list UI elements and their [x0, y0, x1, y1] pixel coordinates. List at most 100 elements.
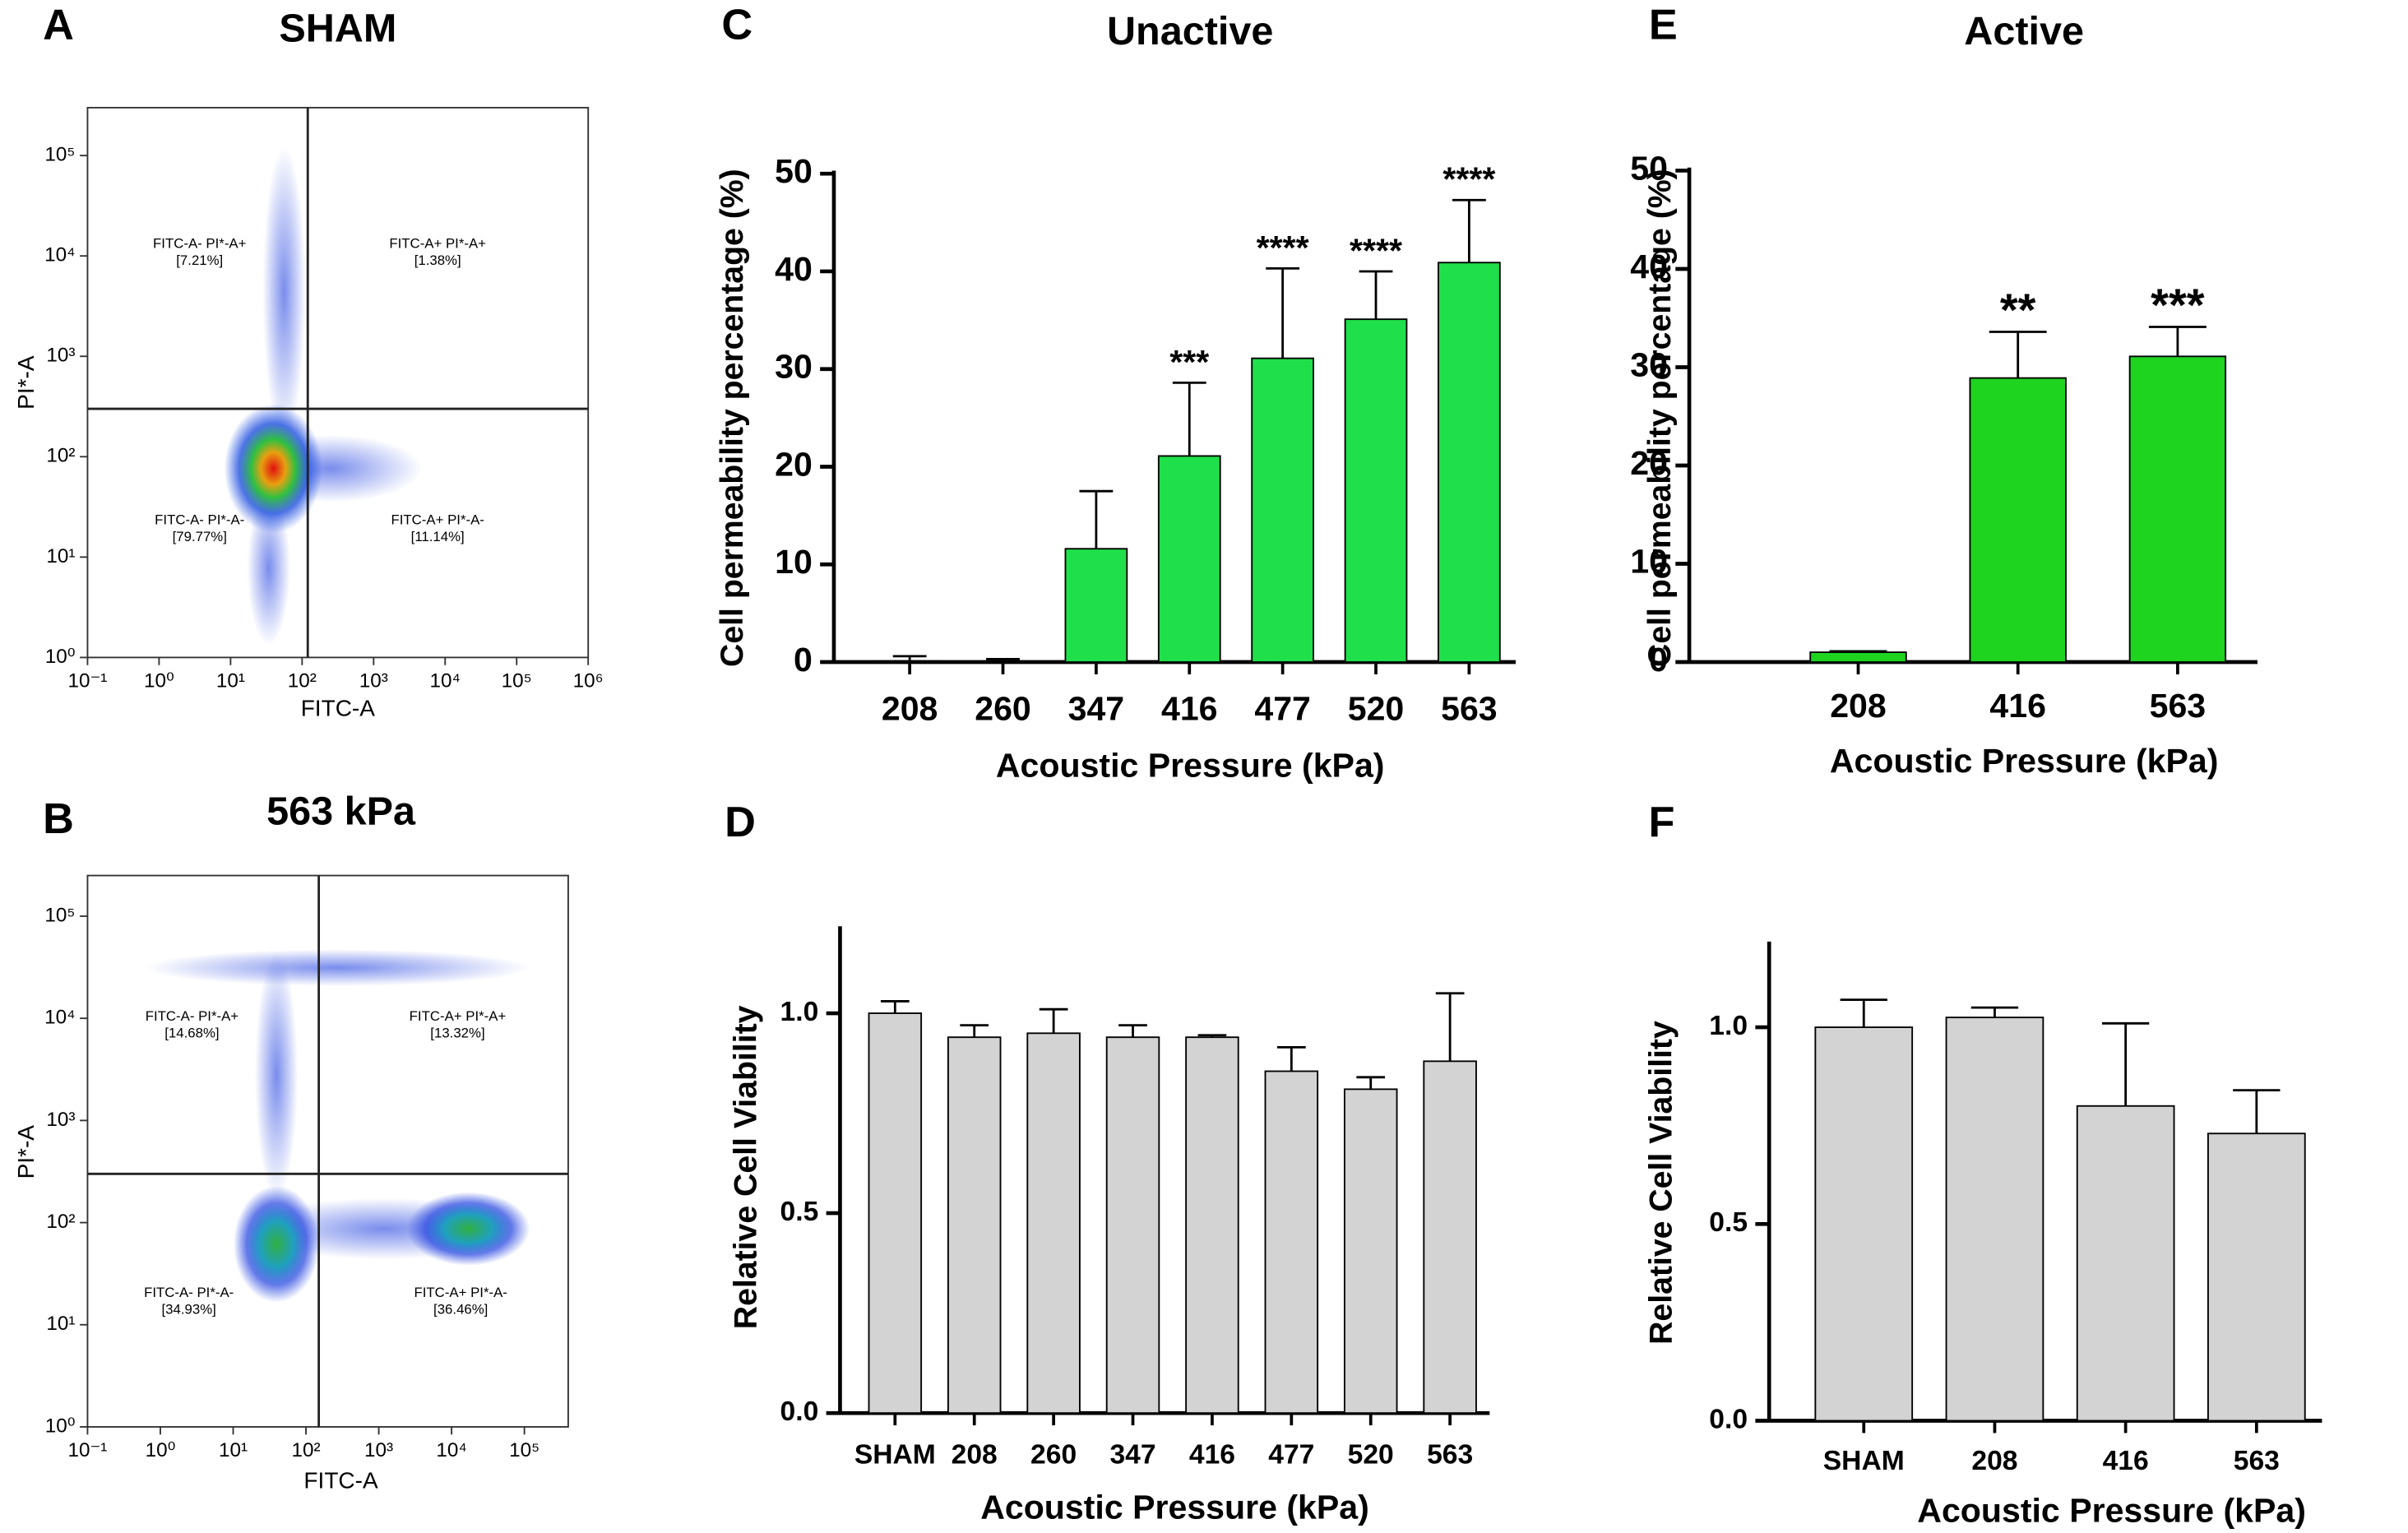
x-tick-label: 260 — [1030, 1439, 1077, 1470]
bar — [947, 1036, 1002, 1415]
x-tick-label: 10¹ — [216, 670, 245, 692]
panel-letter: A — [43, 2, 74, 49]
bar — [878, 660, 942, 663]
x-tick-label: 416 — [2103, 1446, 2149, 1476]
x-tick-label: SHAM — [854, 1439, 936, 1470]
x-tick-label: 10³ — [364, 1439, 393, 1461]
y-tick-label: 10¹ — [46, 545, 75, 567]
panel-letter: D — [725, 799, 756, 846]
y-tick-label: 1.0 — [1709, 1011, 1748, 1041]
x-tick-label: 10⁶ — [573, 670, 604, 692]
y-tick-label: 30 — [1630, 345, 1668, 383]
bar — [971, 660, 1035, 663]
x-tick-label: 10⁵ — [502, 670, 532, 692]
density-clouds-a — [224, 146, 423, 646]
x-tick-label: 10⁴ — [430, 670, 461, 692]
x-tick-label: 520 — [1348, 1439, 1394, 1470]
panel-letter: E — [1649, 2, 1678, 49]
y-tick-label: 10 — [775, 543, 813, 581]
y-tick-label: 20 — [775, 445, 813, 483]
significance: **** — [1350, 231, 1402, 269]
y-tick-label: 40 — [1630, 248, 1668, 285]
x-tick-label: 563 — [2234, 1446, 2280, 1476]
x-tick-label: 10⁵ — [509, 1439, 539, 1461]
x-axis-label: Acoustic Pressure (kPa) — [1917, 1491, 2306, 1529]
y-tick-label: 10² — [46, 1211, 75, 1233]
y-tick-label: 0.5 — [780, 1197, 819, 1227]
density-cloud — [233, 1185, 320, 1303]
y-axis-label: Relative Cell Viability — [729, 1005, 764, 1329]
y-tick-label: 10⁵ — [44, 904, 75, 926]
quadrant-name: FITC-A+ PI*-A- — [414, 1285, 507, 1300]
y-tick-label: 0.0 — [780, 1396, 819, 1427]
quadrant-value: [79.77%] — [173, 529, 227, 544]
panel-letter: B — [43, 795, 74, 843]
y-tick-label: 10⁴ — [44, 1007, 75, 1029]
y-tick-label: 10¹ — [46, 1313, 75, 1335]
bar — [1438, 262, 1501, 663]
x-tick-label: 10² — [288, 670, 317, 692]
quadrant-value: [7.21%] — [176, 252, 223, 268]
x-tick-label: 10² — [291, 1439, 320, 1461]
y-tick-label: 50 — [775, 152, 813, 190]
significance: *** — [1169, 343, 1209, 381]
quadrant-name: FITC-A+ PI*-A+ — [389, 236, 486, 252]
quadrant-name: FITC-A+ PI*-A- — [391, 512, 484, 528]
x-tick-label: 10³ — [359, 670, 388, 692]
bar — [1064, 548, 1128, 663]
x-axis-label: Acoustic Pressure (kPa) — [980, 1489, 1369, 1526]
quadrant-name: FITC-A- PI*-A+ — [153, 236, 246, 252]
panel-letter: F — [1649, 799, 1675, 846]
x-tick-label: 347 — [1109, 1439, 1155, 1470]
x-tick-label: 10⁰ — [146, 1439, 176, 1461]
x-axis-label: Acoustic Pressure (kPa) — [1830, 742, 2219, 780]
y-tick-label: 40 — [775, 250, 813, 288]
bar — [1157, 455, 1221, 663]
plot-frame — [86, 874, 569, 1428]
quadrant-value: [34.93%] — [162, 1301, 216, 1317]
quadrant-value: [13.32%] — [430, 1025, 484, 1040]
bar — [1343, 1088, 1398, 1415]
significance: **** — [1257, 229, 1309, 266]
y-tick-label: 10³ — [46, 1109, 75, 1131]
bar — [1814, 1026, 1914, 1422]
x-tick-label: 347 — [1068, 690, 1125, 728]
x-tick-label: 563 — [1427, 1439, 1473, 1470]
panel-title: 563 kPa — [266, 790, 416, 834]
x-tick-label: SHAM — [1823, 1446, 1905, 1476]
x-tick-label: 477 — [1268, 1439, 1314, 1470]
density-clouds-b — [146, 949, 530, 1303]
x-tick-label: 563 — [1441, 690, 1498, 728]
y-tick-label: 0.0 — [1709, 1404, 1748, 1434]
x-tick-label: 10⁻¹ — [67, 1439, 107, 1461]
quadrant-name: FITC-A- PI*-A- — [144, 1285, 234, 1300]
x-axis-label: FITC-A — [301, 695, 376, 720]
quadrant-name: FITC-A- PI*-A- — [155, 512, 244, 528]
y-axis-label: Relative Cell Viability — [1644, 1021, 1679, 1345]
significance: *** — [2151, 279, 2205, 331]
quadrant-value: [11.14%] — [411, 529, 465, 544]
bar — [1969, 377, 2067, 663]
x-tick-label: 10⁰ — [144, 670, 174, 692]
y-tick-label: 1.0 — [780, 997, 819, 1027]
x-tick-label: 416 — [1189, 1439, 1235, 1470]
density-cloud — [146, 949, 530, 987]
x-tick-label: 520 — [1348, 690, 1405, 728]
bar — [1251, 357, 1314, 663]
panel-title: Active — [1964, 9, 2084, 53]
quadrant-value: [36.46%] — [433, 1301, 488, 1317]
x-tick-label: 477 — [1254, 690, 1311, 728]
bar — [1185, 1036, 1239, 1415]
x-axis-label: FITC-A — [303, 1468, 378, 1494]
x-tick-label: 208 — [1971, 1446, 2017, 1476]
panel-letter: C — [721, 2, 752, 49]
y-axis-label: Cell permeability percentage (%) — [715, 169, 750, 667]
y-tick-label: 20 — [1630, 444, 1668, 482]
x-tick-label: 10⁴ — [436, 1439, 466, 1461]
bar — [2128, 355, 2227, 663]
significance: **** — [1442, 160, 1495, 198]
bar — [1264, 1070, 1319, 1415]
y-tick-label: 10³ — [46, 345, 75, 367]
bar — [2076, 1105, 2175, 1422]
